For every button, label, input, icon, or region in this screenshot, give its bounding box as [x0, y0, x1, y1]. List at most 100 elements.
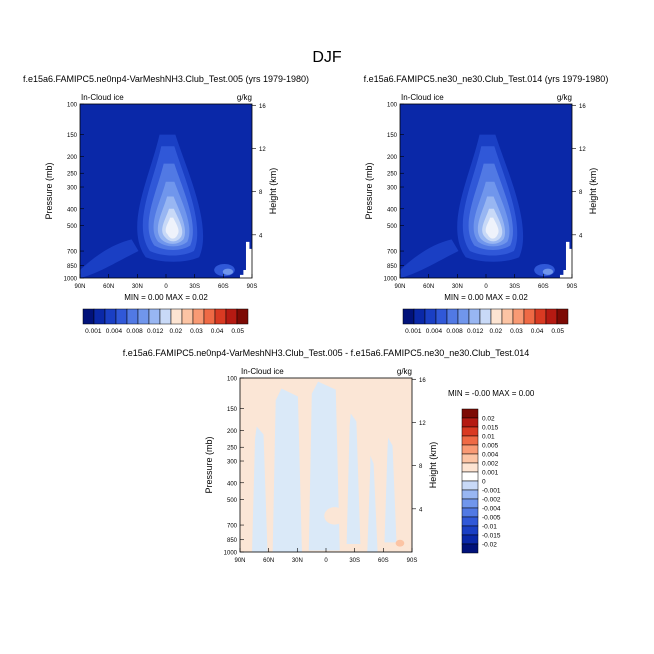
colorbar-label: 0.012 [467, 328, 484, 335]
colorbar-label: 0.03 [190, 328, 203, 335]
contour-low-north [80, 239, 139, 278]
colorbar-cell [461, 453, 479, 464]
y-axis-title: Pressure (mb) [204, 436, 214, 493]
colorbar-cell [461, 489, 479, 500]
y-tick-label: 400 [67, 207, 78, 213]
min-max-label: MIN = -0.00 MAX = 0.00 [448, 389, 535, 398]
colorbar-cell [170, 308, 183, 325]
y-tick-label: 200 [227, 429, 238, 435]
colorbar-label: 0.001 [405, 328, 422, 335]
diff-patch-5 [367, 455, 378, 552]
colorbar-label: 0.004 [482, 452, 499, 459]
colorbar-cell [104, 308, 117, 325]
colorbar-cell [468, 308, 481, 325]
diff-patch-1 [252, 426, 268, 552]
colorbar-cell [126, 308, 139, 325]
y2-tick-label: 16 [579, 104, 586, 110]
x-tick-label: 90S [567, 284, 578, 290]
y-tick-label: 150 [387, 133, 398, 139]
colorbar-cell [435, 308, 448, 325]
x-tick-label: 60S [378, 558, 389, 564]
colorbar-label: 0.05 [231, 328, 244, 335]
colorbar-cell [461, 480, 479, 491]
x-tick-label: 90S [247, 284, 258, 290]
colorbar-label: 0.002 [482, 461, 499, 468]
y-tick-label: 100 [67, 103, 78, 109]
y2-tick-label: 4 [259, 233, 263, 239]
colorbar-cell [159, 308, 172, 325]
colorbar-label: 0.008 [446, 328, 463, 335]
min-max-label: MIN = 0.00 MAX = 0.02 [444, 293, 528, 302]
y-tick-label: 100 [227, 377, 238, 383]
x-tick-label: 60N [103, 284, 114, 290]
contour-south-core [222, 268, 234, 275]
y2-tick-label: 4 [419, 507, 423, 513]
colorbar-label: 0.001 [482, 470, 499, 477]
panel-field [80, 104, 252, 278]
y-tick-label: 850 [227, 538, 238, 544]
y-tick-label: 250 [67, 172, 78, 178]
colorbar-cell [236, 308, 249, 325]
y-tick-label: 500 [227, 498, 238, 504]
y-tick-label: 400 [227, 481, 238, 487]
figure-title: DJF [312, 49, 342, 66]
colorbar-cell [461, 417, 479, 428]
y2-tick-label: 8 [259, 190, 263, 196]
colorbar-label: 0.004 [426, 328, 443, 335]
colorbar-label: 0.03 [510, 328, 523, 335]
panel-title: f.e15a6.FAMIPC5.ne0np4-VarMeshNH3.Club_T… [23, 74, 309, 84]
x-tick-label: 30N [292, 558, 303, 564]
y2-axis-title: Height (km) [268, 168, 278, 215]
x-tick-label: 0 [484, 284, 488, 290]
colorbar-cell [461, 507, 479, 518]
colorbar-label: 0.02 [169, 328, 182, 335]
colorbar-cell [545, 308, 558, 325]
y-tick-label: 300 [387, 186, 398, 192]
colorbar-label: 0.04 [211, 328, 224, 335]
panel-3: f.e15a6.FAMIPC5.ne0np4-VarMeshNH3.Club_T… [123, 348, 535, 564]
x-tick-label: 90S [407, 558, 418, 564]
x-tick-label: 30S [509, 284, 520, 290]
colorbar-cell [148, 308, 161, 325]
colorbar-label: -0.005 [482, 515, 501, 522]
colorbar-label: -0.004 [482, 506, 501, 513]
y-tick-label: 1000 [224, 551, 238, 557]
y-tick-label: 100 [387, 103, 398, 109]
colorbar-cell [461, 435, 479, 446]
missing-data-region [559, 241, 572, 278]
diff-patch-tropics [324, 507, 345, 525]
y-tick-label: 700 [67, 250, 78, 256]
diff-patch-4 [346, 413, 361, 545]
x-tick-label: 30N [132, 284, 143, 290]
colorbar-cell [461, 462, 479, 473]
y-tick-label: 1000 [64, 277, 78, 283]
panel-2: f.e15a6.FAMIPC5.ne30_ne30.Club_Test.014 … [364, 74, 609, 335]
colorbar-label: 0.01 [482, 434, 495, 441]
panel-variable-label: In-Cloud ice [81, 93, 124, 102]
diff-patch-south [395, 539, 405, 547]
y2-tick-label: 16 [259, 104, 266, 110]
colorbar-cell [214, 308, 227, 325]
x-tick-label: 90N [234, 558, 245, 564]
panel-variable-label: In-Cloud ice [401, 93, 444, 102]
colorbar-cell [203, 308, 216, 325]
colorbar-label: 0.02 [489, 328, 502, 335]
y-tick-label: 500 [387, 224, 398, 230]
colorbar-cell [461, 525, 479, 536]
colorbar-cell [424, 308, 437, 325]
panel-variable-label: In-Cloud ice [241, 367, 284, 376]
y-tick-label: 250 [387, 172, 398, 178]
colorbar-label: -0.01 [482, 524, 497, 531]
colorbar-label: 0.015 [482, 425, 499, 432]
y-tick-label: 150 [67, 133, 78, 139]
y2-tick-label: 12 [259, 147, 266, 153]
panel-units-label: g/kg [397, 367, 412, 376]
y2-axis-title: Height (km) [428, 442, 438, 489]
panel-field [240, 378, 412, 552]
panel-units-label: g/kg [557, 93, 572, 102]
diff-patch-6 [384, 437, 397, 543]
panel-field [400, 104, 572, 278]
y2-tick-label: 16 [419, 378, 426, 384]
